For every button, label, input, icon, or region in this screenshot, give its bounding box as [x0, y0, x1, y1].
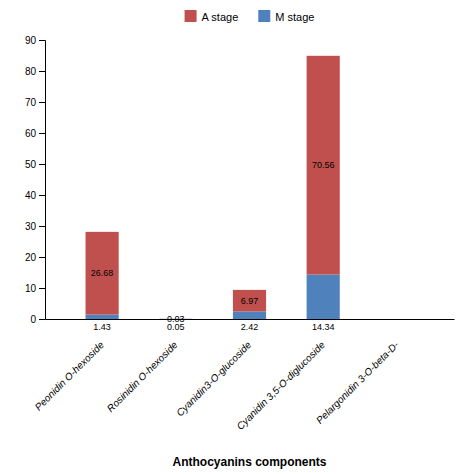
y-tick-mark: [39, 102, 45, 103]
data-labels: 1.430.052.4214.3426.680.036.9770.56: [91, 160, 335, 331]
legend-swatch: [258, 10, 270, 22]
y-tick: 10: [25, 283, 45, 294]
bar: [86, 232, 119, 315]
legend-item: A stage: [185, 10, 239, 23]
y-tick-mark: [39, 288, 45, 289]
data-label: 70.56: [312, 160, 335, 170]
data-label: 6.97: [241, 296, 259, 306]
y-tick: 0: [30, 314, 45, 325]
legend-swatch: [185, 10, 197, 22]
bar: [307, 56, 340, 275]
x-axis: Peonidin O-hexosideRosinidin O-hexosideC…: [33, 320, 455, 432]
data-label: 1.43: [93, 322, 111, 332]
y-tick-label: 90: [25, 35, 37, 46]
data-label: 2.42: [241, 322, 259, 332]
y-tick-label: 30: [25, 221, 37, 232]
y-tick-mark: [39, 195, 45, 196]
y-tick-label: 40: [25, 190, 37, 201]
y-tick-label: 80: [25, 66, 37, 77]
y-tick: 30: [25, 221, 45, 232]
bar: [380, 319, 413, 320]
data-label: 14.34: [312, 322, 335, 332]
x-tick-label: Pelargonidin 3-O-beta-D-: [314, 339, 401, 426]
legend-label: M stage: [275, 11, 314, 23]
y-tick: 20: [25, 252, 45, 263]
y-tick-label: 0: [30, 314, 36, 325]
y-tick-mark: [39, 71, 45, 72]
x-axis-title: Anthocyanins components: [172, 455, 326, 469]
y-tick-label: 20: [25, 252, 37, 263]
data-label: 26.68: [91, 268, 114, 278]
series-bars: [86, 275, 340, 319]
x-axis-line: [46, 319, 455, 320]
chart: 0 10 20 30 40 50 60 70 80 90 Peonidin O-hexosideRo…: [0, 0, 474, 474]
y-tick: 40: [25, 190, 45, 201]
y-tick-mark: [39, 40, 45, 41]
y-tick: 50: [25, 159, 45, 170]
y-tick: 90: [25, 35, 45, 46]
y-tick-label: 50: [25, 159, 37, 170]
y-tick-mark: [39, 319, 45, 320]
y-tick-mark: [39, 133, 45, 134]
x-tick: Cyanidin3-O-glucoside: [174, 339, 254, 419]
bar: [233, 311, 266, 319]
plot-area: 0 10 20 30 40 50 60 70 80 90 Peonidin O-hexosideRo…: [25, 35, 455, 432]
legend-label: A stage: [202, 11, 239, 23]
y-tick-mark: [39, 226, 45, 227]
y-tick-mark: [39, 164, 45, 165]
y-axis-line: [39, 41, 46, 320]
legend: A stage M stage: [185, 10, 315, 23]
series-bars: [86, 56, 340, 319]
x-tick-label: Cyanidin3-O-glucoside: [174, 339, 254, 419]
legend-item: M stage: [258, 10, 314, 23]
data-label: 0.03: [167, 314, 185, 324]
x-tick-label: Rosinidin O-hexoside: [105, 339, 180, 414]
y-axis: 0 10 20 30 40 50 60 70 80 90: [25, 35, 46, 325]
x-tick: Rosinidin O-hexoside: [105, 339, 180, 414]
y-tick: 60: [25, 128, 45, 139]
x-tick-label: Peonidin O-hexoside: [33, 339, 107, 413]
y-tick-label: 10: [25, 283, 37, 294]
x-tick: Pelargonidin 3-O-beta-D-: [314, 339, 401, 426]
bar: [307, 275, 340, 319]
bar: [233, 290, 266, 312]
y-tick-label: 60: [25, 128, 37, 139]
bars: [86, 56, 340, 319]
y-tick-mark: [39, 257, 45, 258]
bar: [86, 315, 119, 319]
y-tick: 70: [25, 97, 45, 108]
y-tick-label: 70: [25, 97, 37, 108]
y-tick: 80: [25, 66, 45, 77]
x-tick: Peonidin O-hexoside: [33, 339, 107, 413]
bar: [380, 319, 413, 320]
